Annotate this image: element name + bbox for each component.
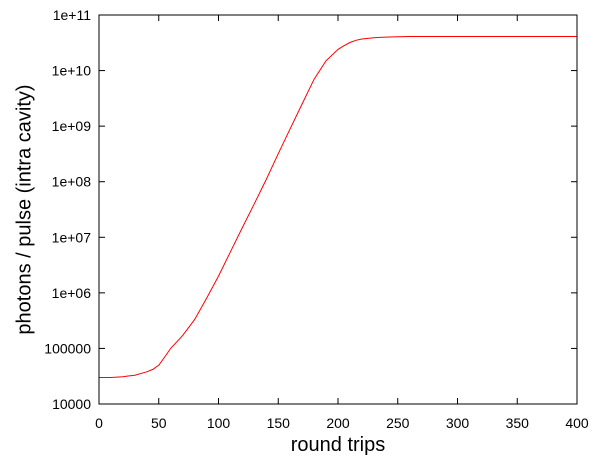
y-tick-label: 1e+07	[52, 229, 92, 245]
x-tick-label: 0	[95, 415, 103, 431]
x-tick-label: 350	[506, 415, 530, 431]
x-axis-title: round trips	[291, 434, 386, 456]
x-tick-label: 400	[565, 415, 589, 431]
y-tick-label: 1e+11	[53, 7, 91, 23]
x-tick-label: 50	[151, 415, 167, 431]
x-tick-label: 100	[207, 415, 231, 431]
y-tick-label: 1e+08	[52, 174, 92, 190]
plot-frame	[98, 14, 578, 405]
y-axis-title: photons / pulse (intra cavity)	[13, 84, 35, 334]
y-tick-label: 100000	[44, 340, 91, 356]
y-tick-label: 1e+09	[52, 118, 92, 134]
x-tick-label: 300	[446, 415, 470, 431]
x-tick-label: 250	[386, 415, 410, 431]
tick-labels: 0 50 100 150 200 250 300 350 400 10000 100000 1e+06…	[44, 7, 589, 431]
x-tick-label: 200	[326, 415, 350, 431]
x-tick-label: 150	[267, 415, 291, 431]
y-tick-label: 1e+06	[52, 285, 92, 301]
series-line	[99, 36, 577, 378]
y-tick-label: 1e+10	[52, 63, 92, 79]
y-tick-label: 10000	[52, 396, 91, 412]
tick-marks	[99, 15, 577, 404]
series-group	[99, 36, 577, 378]
